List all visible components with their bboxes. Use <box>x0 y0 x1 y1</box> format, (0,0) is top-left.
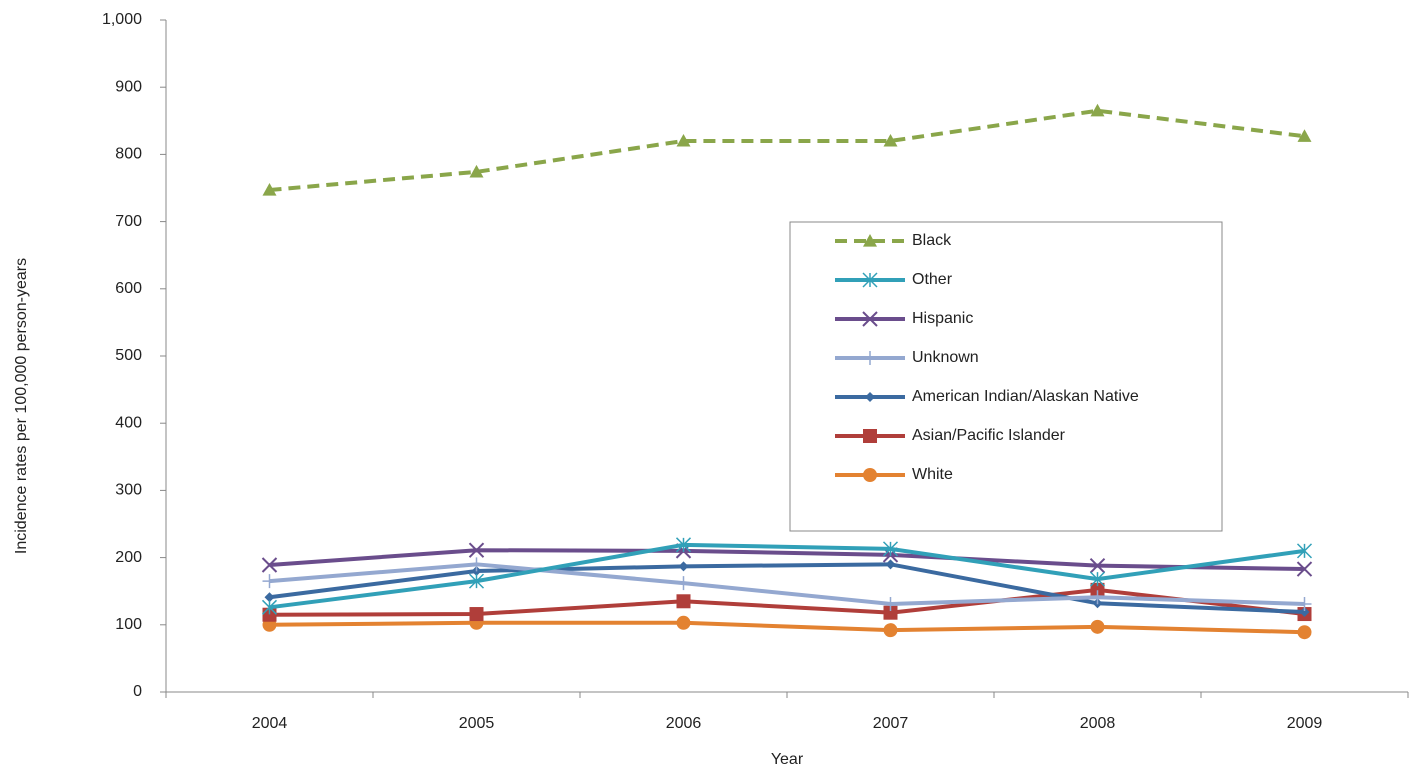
legend-label: White <box>912 466 953 483</box>
legend-label: Unknown <box>912 349 979 366</box>
y-tick-label: 700 <box>115 213 142 230</box>
legend-marker <box>865 392 875 402</box>
data-point <box>1299 607 1310 618</box>
data-point <box>1090 582 1105 597</box>
legend-marker <box>862 311 878 327</box>
legend-label: Other <box>912 271 953 288</box>
series-line <box>269 548 1305 572</box>
y-tick-label: 300 <box>115 482 142 499</box>
legend-label: Hispanic <box>912 310 973 327</box>
data-point <box>264 592 275 603</box>
y-tick-label: 600 <box>115 280 142 297</box>
y-tick-label: 0 <box>133 683 142 700</box>
data-point <box>1090 619 1105 634</box>
y-tick-label: 100 <box>115 616 142 633</box>
x-axis-title: Year <box>771 751 804 768</box>
series-line <box>269 587 1305 617</box>
data-point <box>676 615 691 630</box>
x-tick-label: 2005 <box>459 715 495 732</box>
data-point <box>468 542 485 558</box>
data-point <box>1296 543 1313 559</box>
series-line <box>269 542 1305 610</box>
legend-box <box>789 221 1223 532</box>
series-line <box>269 108 1305 193</box>
legend-marker <box>863 468 877 482</box>
data-point <box>675 537 692 553</box>
data-point <box>883 605 898 620</box>
legend-marker <box>863 351 877 365</box>
data-point <box>1089 571 1106 587</box>
data-point <box>261 599 278 615</box>
series-line <box>269 620 1305 635</box>
data-point <box>262 183 277 196</box>
y-tick-label: 900 <box>115 78 142 95</box>
data-point <box>261 557 278 573</box>
data-point <box>1090 103 1105 117</box>
data-point <box>883 623 898 638</box>
data-point <box>468 573 485 589</box>
x-tick-label: 2007 <box>873 715 909 732</box>
series-line <box>269 562 1305 615</box>
x-tick-label: 2009 <box>1287 715 1323 732</box>
x-tick-label: 2008 <box>1080 715 1116 732</box>
data-point <box>1090 590 1105 605</box>
series-line <box>269 562 1305 606</box>
data-point <box>1297 625 1312 640</box>
data-point <box>469 557 484 572</box>
data-point <box>1297 129 1312 142</box>
data-point <box>676 594 691 609</box>
legend-marker <box>862 272 878 288</box>
data-point <box>469 607 484 622</box>
data-point <box>469 164 484 178</box>
data-point <box>1296 561 1313 577</box>
x-tick-label: 2006 <box>666 715 702 732</box>
data-point <box>1297 596 1312 611</box>
y-tick-label: 200 <box>115 549 142 566</box>
data-point <box>678 561 689 572</box>
y-axis-title: Incidence rates per 100,000 person-years <box>13 258 30 554</box>
data-point <box>676 133 691 147</box>
data-point <box>1089 557 1106 574</box>
legend-label: American Indian/Alaskan Native <box>912 388 1139 405</box>
data-point <box>882 541 899 557</box>
legend-marker <box>863 234 877 247</box>
y-tick-label: 500 <box>115 347 142 364</box>
y-tick-label: 1,000 <box>102 11 142 28</box>
legend-marker <box>863 429 877 443</box>
data-point <box>885 559 896 570</box>
data-point <box>262 574 277 589</box>
legend-label: Asian/Pacific Islander <box>912 427 1066 444</box>
data-point <box>883 133 898 147</box>
data-point <box>676 576 691 591</box>
y-tick-label: 800 <box>115 146 142 163</box>
data-point <box>883 596 898 611</box>
y-tick-label: 400 <box>115 414 142 431</box>
legend-label: Black <box>912 232 952 249</box>
x-tick-label: 2004 <box>252 715 288 732</box>
